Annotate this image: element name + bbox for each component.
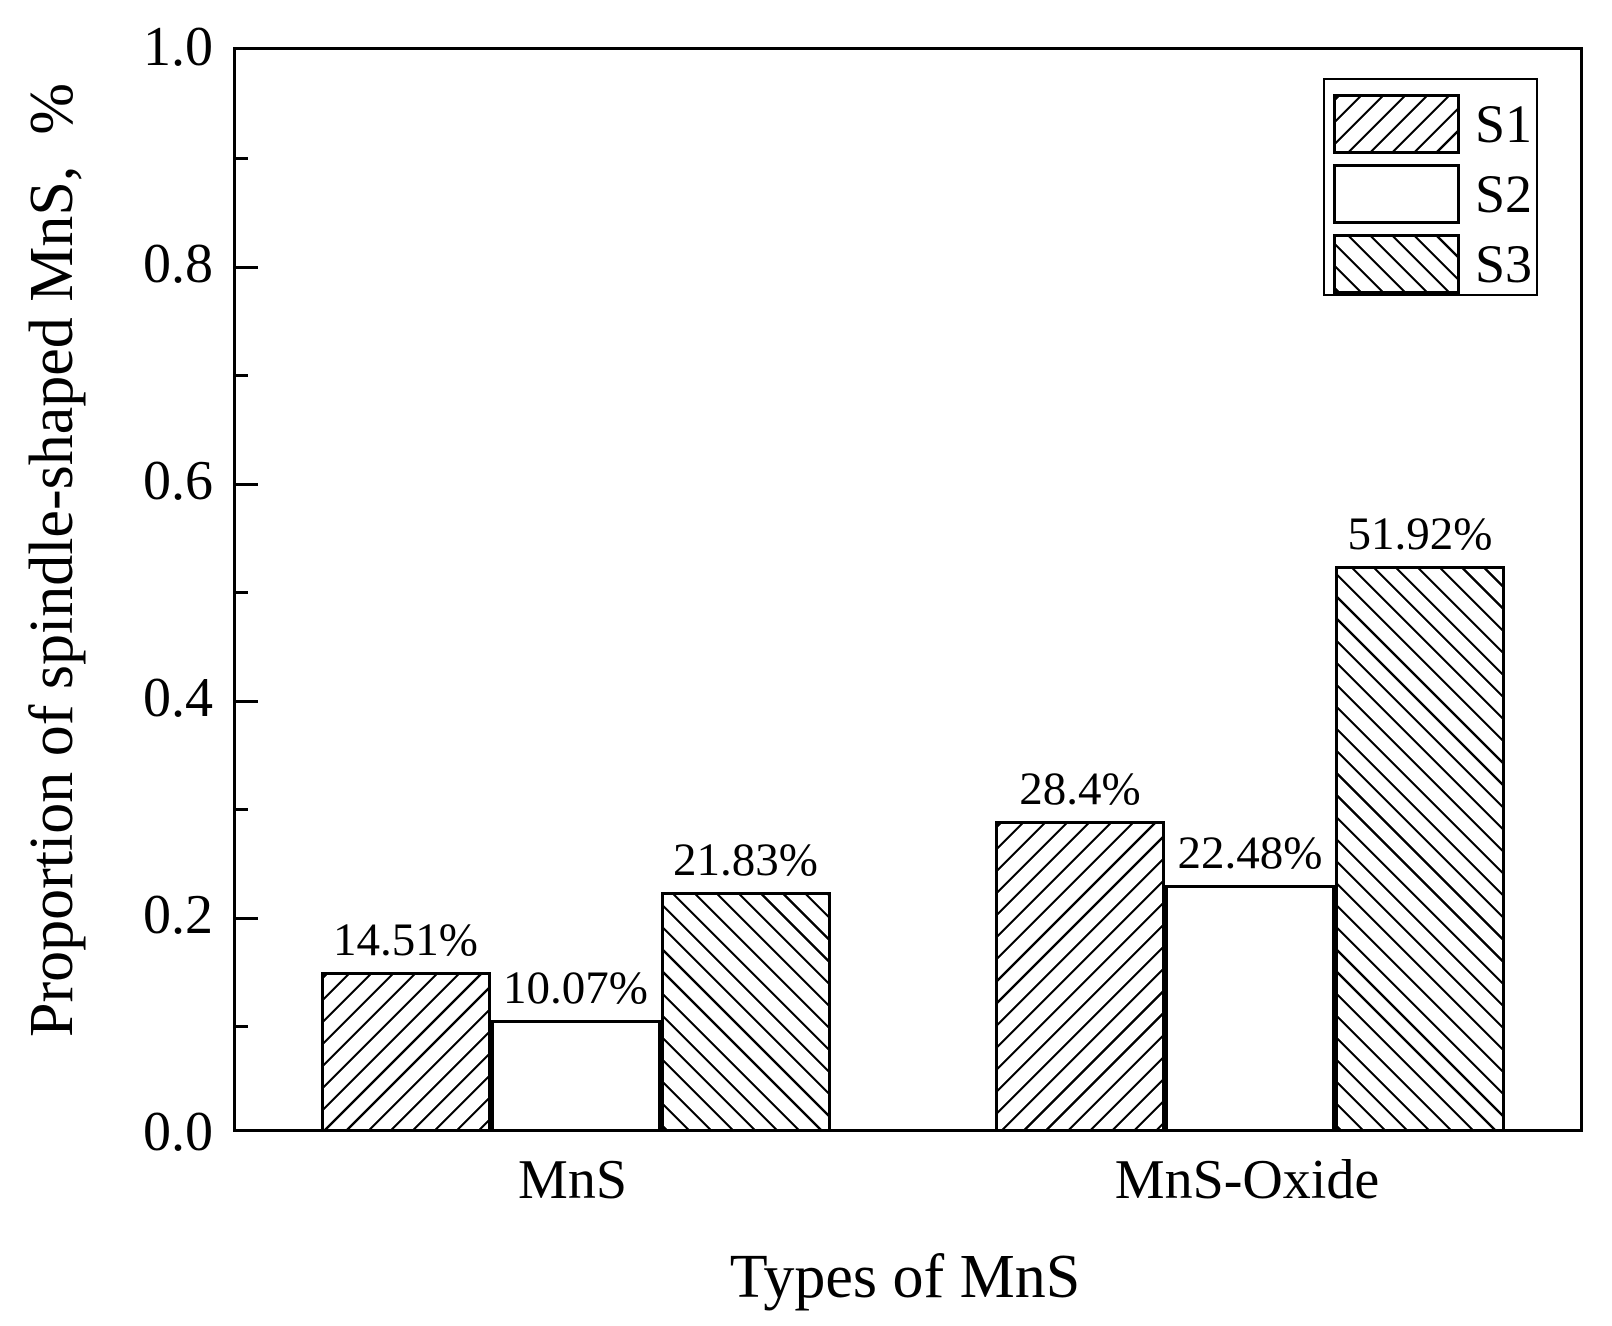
y-tick-label: 0.2 [143, 884, 213, 946]
plot-area: 14.51% 10.07% 21.83% 28.4% 22.48% 51.92% S1 S2… [233, 47, 1583, 1132]
bar-value-label-s3-mns-oxide: 51.92% [1347, 507, 1493, 560]
y-tick-label: 0.6 [143, 450, 213, 512]
y-tick-label: 0.8 [143, 233, 213, 295]
bar-value-label-s2-mns: 10.07% [503, 962, 648, 1015]
y-tick-label: 0.4 [143, 667, 213, 729]
y-minor-tick [236, 157, 248, 160]
y-major-tick [236, 699, 258, 703]
y-minor-tick [236, 1025, 248, 1028]
legend-swatch-s2-icon [1333, 164, 1460, 224]
legend: S1 S2 S3 [1323, 78, 1538, 296]
y-major-tick [236, 916, 258, 920]
legend-row-s1: S1 [1325, 89, 1536, 159]
bar-s1-mns-oxide [995, 820, 1165, 1129]
legend-swatch-s1-icon [1333, 94, 1460, 154]
x-axis-title: Types of MnS [729, 1243, 1081, 1311]
y-axis-title: Proportion of spindle-shaped MnS, % [18, 82, 86, 1038]
bar-value-label-s2-mns-oxide: 22.48% [1177, 827, 1323, 880]
y-minor-tick [236, 591, 248, 594]
y-minor-tick [236, 374, 248, 377]
legend-label-s2: S2 [1475, 164, 1533, 224]
bar-s2-mns [490, 1019, 661, 1129]
y-minor-tick [236, 808, 248, 811]
bar-value-label-s1-mns-oxide: 28.4% [1019, 763, 1141, 816]
bar-s1-mns [320, 971, 491, 1129]
bar-s3-mns-oxide [1335, 565, 1505, 1129]
x-tick-label-mns-oxide: MnS-Oxide [1114, 1149, 1380, 1211]
legend-row-s2: S2 [1325, 159, 1536, 229]
y-tick-label: 0.0 [143, 1101, 213, 1163]
bar-s3-mns [660, 892, 831, 1129]
legend-label-s1: S1 [1475, 94, 1533, 154]
y-tick-label: 1.0 [143, 16, 213, 78]
bar-value-label-s3-mns: 21.83% [673, 834, 818, 887]
y-major-tick [236, 482, 258, 486]
bar-value-label-s1-mns: 14.51% [333, 913, 478, 966]
y-major-tick [236, 265, 258, 269]
legend-label-s3: S3 [1475, 234, 1533, 294]
x-tick-label-mns: MnS [518, 1149, 627, 1211]
legend-row-s3: S3 [1325, 229, 1536, 299]
legend-swatch-s3-icon [1333, 234, 1460, 294]
bar-s2-mns-oxide [1165, 885, 1335, 1129]
